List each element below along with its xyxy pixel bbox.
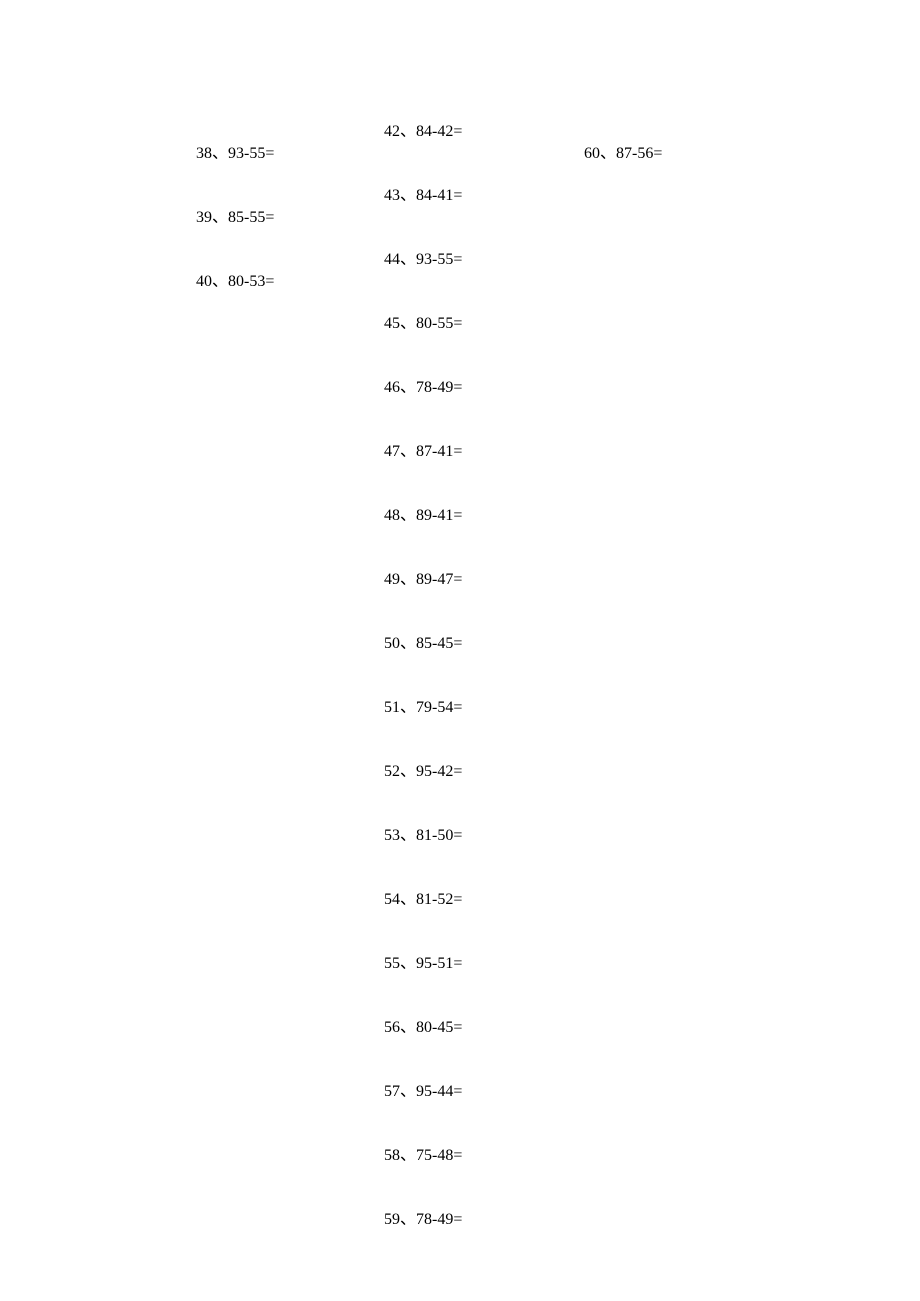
separator: 、 [400, 571, 416, 588]
problem-item: 57、95-44= [384, 1082, 462, 1102]
problem-expression: 87-41= [416, 443, 462, 460]
separator: 、 [400, 443, 416, 460]
problem-item: 43、84-41= [384, 186, 462, 206]
problem-column-1: 38、93-55= 39、85-55= 40、80-53= [196, 144, 274, 336]
problem-number: 57 [384, 1083, 400, 1100]
separator: 、 [400, 891, 416, 908]
problem-expression: 89-41= [416, 507, 462, 524]
separator: 、 [400, 1019, 416, 1036]
problem-item: 59、78-49= [384, 1210, 462, 1230]
separator: 、 [400, 187, 416, 204]
problem-item: 48、89-41= [384, 506, 462, 526]
problem-expression: 81-50= [416, 827, 462, 844]
problem-expression: 78-49= [416, 1211, 462, 1228]
problem-item: 58、75-48= [384, 1146, 462, 1166]
problem-number: 40 [196, 273, 212, 290]
separator: 、 [400, 1211, 416, 1228]
problem-expression: 84-42= [416, 123, 462, 140]
problem-number: 49 [384, 571, 400, 588]
problem-expression: 93-55= [228, 145, 274, 162]
problem-expression: 87-56= [616, 145, 662, 162]
problem-expression: 79-54= [416, 699, 462, 716]
separator: 、 [212, 273, 228, 290]
problem-column-2: 42、84-42= 43、84-41= 44、93-55= 45、80-55= … [384, 122, 462, 1274]
separator: 、 [400, 1083, 416, 1100]
problem-item: 52、95-42= [384, 762, 462, 782]
separator: 、 [400, 955, 416, 972]
problem-expression: 75-48= [416, 1147, 462, 1164]
problem-expression: 89-47= [416, 571, 462, 588]
separator: 、 [400, 315, 416, 332]
separator: 、 [400, 379, 416, 396]
problem-item: 46、78-49= [384, 378, 462, 398]
problem-number: 52 [384, 763, 400, 780]
separator: 、 [212, 209, 228, 226]
problem-column-3: 60、87-56= [584, 144, 662, 208]
problem-expression: 84-41= [416, 187, 462, 204]
separator: 、 [400, 507, 416, 524]
problem-number: 46 [384, 379, 400, 396]
problem-item: 51、79-54= [384, 698, 462, 718]
problem-item: 54、81-52= [384, 890, 462, 910]
problem-expression: 85-45= [416, 635, 462, 652]
problem-expression: 95-44= [416, 1083, 462, 1100]
problem-item: 49、89-47= [384, 570, 462, 590]
problem-number: 55 [384, 955, 400, 972]
separator: 、 [400, 251, 416, 268]
problem-number: 56 [384, 1019, 400, 1036]
problem-expression: 95-42= [416, 763, 462, 780]
problem-expression: 78-49= [416, 379, 462, 396]
problem-item: 40、80-53= [196, 272, 274, 292]
problem-expression: 95-51= [416, 955, 462, 972]
problem-number: 59 [384, 1211, 400, 1228]
problem-expression: 85-55= [228, 209, 274, 226]
separator: 、 [400, 699, 416, 716]
problem-item: 44、93-55= [384, 250, 462, 270]
separator: 、 [400, 763, 416, 780]
problem-number: 54 [384, 891, 400, 908]
separator: 、 [212, 145, 228, 162]
problem-item: 55、95-51= [384, 954, 462, 974]
problem-item: 50、85-45= [384, 634, 462, 654]
problem-number: 44 [384, 251, 400, 268]
problem-number: 38 [196, 145, 212, 162]
problem-number: 43 [384, 187, 400, 204]
problem-number: 53 [384, 827, 400, 844]
problem-number: 42 [384, 123, 400, 140]
problem-item: 42、84-42= [384, 122, 462, 142]
separator: 、 [400, 827, 416, 844]
problem-number: 45 [384, 315, 400, 332]
problem-item: 60、87-56= [584, 144, 662, 164]
separator: 、 [400, 1147, 416, 1164]
problem-item: 56、80-45= [384, 1018, 462, 1038]
separator: 、 [400, 635, 416, 652]
problem-expression: 80-53= [228, 273, 274, 290]
worksheet-page: 38、93-55= 39、85-55= 40、80-53= 42、84-42= … [0, 0, 920, 1301]
problem-expression: 80-45= [416, 1019, 462, 1036]
problem-item: 45、80-55= [384, 314, 462, 334]
problem-item: 47、87-41= [384, 442, 462, 462]
problem-number: 47 [384, 443, 400, 460]
problem-item: 39、85-55= [196, 208, 274, 228]
problem-number: 51 [384, 699, 400, 716]
problem-item: 53、81-50= [384, 826, 462, 846]
problem-number: 50 [384, 635, 400, 652]
separator: 、 [600, 145, 616, 162]
separator: 、 [400, 123, 416, 140]
problem-item: 38、93-55= [196, 144, 274, 164]
problem-number: 58 [384, 1147, 400, 1164]
problem-expression: 93-55= [416, 251, 462, 268]
problem-number: 39 [196, 209, 212, 226]
problem-expression: 80-55= [416, 315, 462, 332]
problem-expression: 81-52= [416, 891, 462, 908]
problem-number: 60 [584, 145, 600, 162]
problem-number: 48 [384, 507, 400, 524]
